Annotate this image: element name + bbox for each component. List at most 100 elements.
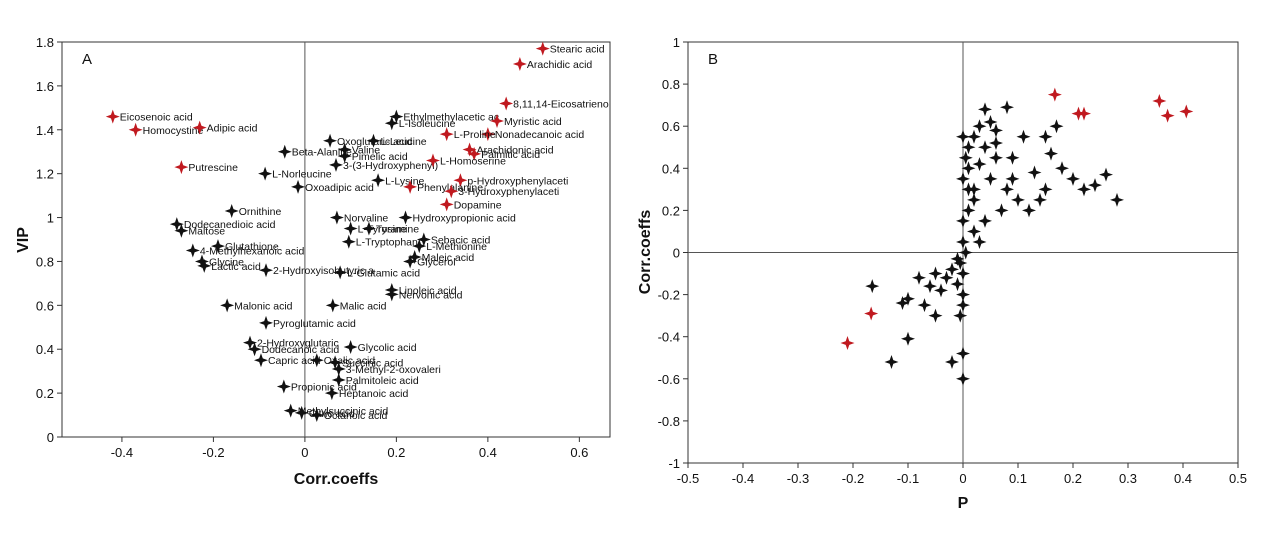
point bbox=[331, 361, 346, 376]
y-tick-label: 1.2 bbox=[36, 167, 54, 182]
x-tick-label: 0.4 bbox=[1174, 471, 1192, 486]
point bbox=[243, 335, 258, 350]
point bbox=[258, 166, 273, 181]
x-tick-label: 0.2 bbox=[387, 445, 405, 460]
point-label: Palmitic acid bbox=[481, 149, 540, 161]
point bbox=[939, 270, 954, 285]
point bbox=[928, 266, 943, 281]
point-label: Lactic acid bbox=[211, 261, 261, 273]
point-label: L-Glutamic acid bbox=[347, 267, 420, 279]
x-tick-label: 0.3 bbox=[1119, 471, 1137, 486]
point-label: Nonadecanoic acid bbox=[495, 129, 584, 141]
point bbox=[277, 144, 292, 159]
point bbox=[945, 354, 959, 369]
point-label: Norvaline bbox=[344, 213, 389, 225]
point bbox=[323, 133, 338, 148]
point bbox=[961, 140, 976, 155]
point-label: L-Norleucine bbox=[272, 169, 332, 181]
y-tick-label: 0 bbox=[673, 246, 680, 261]
x-tick-label: 0.6 bbox=[570, 445, 588, 460]
point bbox=[343, 221, 358, 236]
point bbox=[1005, 171, 1020, 186]
point bbox=[956, 346, 970, 361]
point-label: Glycolic acid bbox=[358, 342, 417, 354]
point bbox=[1047, 87, 1062, 102]
point bbox=[1066, 171, 1080, 186]
point-label: Palmitoleic acid bbox=[346, 375, 419, 387]
point-label: L-Methionine bbox=[426, 241, 487, 253]
point bbox=[972, 119, 987, 134]
point-label: Pyroglutamic acid bbox=[273, 318, 356, 330]
x-tick-label: -0.3 bbox=[787, 471, 809, 486]
point bbox=[989, 150, 1003, 165]
point bbox=[956, 298, 970, 313]
x-tick-label: -0.4 bbox=[732, 471, 754, 486]
point bbox=[967, 192, 981, 207]
point bbox=[416, 232, 431, 247]
point bbox=[1005, 150, 1020, 165]
point-label: Octanoic acid bbox=[324, 410, 388, 422]
point-label: 4-Methylhexanoic acid bbox=[200, 245, 305, 257]
point bbox=[328, 355, 343, 370]
point bbox=[247, 342, 262, 357]
y-tick-label: -0.8 bbox=[658, 414, 680, 429]
point bbox=[535, 41, 550, 56]
point bbox=[953, 256, 968, 271]
point-label: Tyramine bbox=[376, 224, 419, 236]
point bbox=[309, 353, 324, 368]
point bbox=[1179, 104, 1194, 119]
point-label: 3-Methyl-2-oxovaleri bbox=[346, 364, 441, 376]
point-label: Ethylmethylacetic ac bbox=[403, 112, 499, 124]
point bbox=[1038, 182, 1053, 197]
point-label: Glutathione bbox=[225, 241, 279, 253]
point-label: Oxoglutaric acid bbox=[337, 136, 412, 148]
y-tick-label: 0.8 bbox=[662, 77, 680, 92]
y-tick-label: -1 bbox=[668, 456, 680, 471]
point bbox=[901, 331, 915, 346]
point-label: Dopamine bbox=[454, 199, 502, 211]
point-label: Oxoadipic acid bbox=[305, 182, 374, 194]
point-label: Ornithine bbox=[239, 206, 282, 218]
point bbox=[412, 239, 427, 254]
point bbox=[309, 408, 324, 423]
panel-title: B bbox=[708, 51, 718, 68]
x-tick-label: 0 bbox=[301, 445, 308, 460]
point bbox=[967, 224, 981, 239]
point-label: Maltose bbox=[188, 226, 225, 238]
point bbox=[329, 157, 343, 172]
point bbox=[967, 129, 981, 144]
point bbox=[978, 213, 992, 228]
point bbox=[105, 109, 120, 124]
point bbox=[325, 298, 340, 313]
point bbox=[994, 203, 1009, 218]
point-label: Dodecanoic acid bbox=[262, 344, 340, 356]
point-label: Valine bbox=[352, 145, 381, 157]
point bbox=[956, 371, 970, 386]
point bbox=[174, 223, 189, 238]
plot-frame bbox=[61, 41, 611, 438]
point bbox=[283, 403, 298, 418]
point bbox=[945, 262, 959, 277]
y-tick-label: 1.8 bbox=[36, 35, 54, 50]
y-tick-label: 1.6 bbox=[36, 79, 54, 94]
point-label: Citric acid bbox=[309, 408, 355, 420]
point bbox=[361, 221, 376, 236]
point-label: Propionic acid bbox=[291, 382, 357, 394]
point bbox=[331, 372, 346, 387]
x-tick-label: -0.4 bbox=[111, 445, 133, 460]
point bbox=[192, 120, 207, 135]
y-tick-label: -0.6 bbox=[658, 372, 680, 387]
point bbox=[961, 182, 976, 197]
point bbox=[169, 217, 184, 232]
point bbox=[403, 179, 418, 194]
point bbox=[989, 136, 1003, 151]
point bbox=[439, 127, 454, 142]
point bbox=[337, 149, 352, 164]
y-axis-label: VIP bbox=[15, 227, 32, 253]
point-label: Dodecanedioic acid bbox=[184, 219, 276, 231]
point bbox=[961, 161, 976, 176]
point bbox=[197, 258, 212, 273]
point bbox=[194, 254, 209, 269]
y-tick-label: 1 bbox=[673, 35, 680, 50]
point-label: Arachidonic acid bbox=[477, 145, 554, 157]
